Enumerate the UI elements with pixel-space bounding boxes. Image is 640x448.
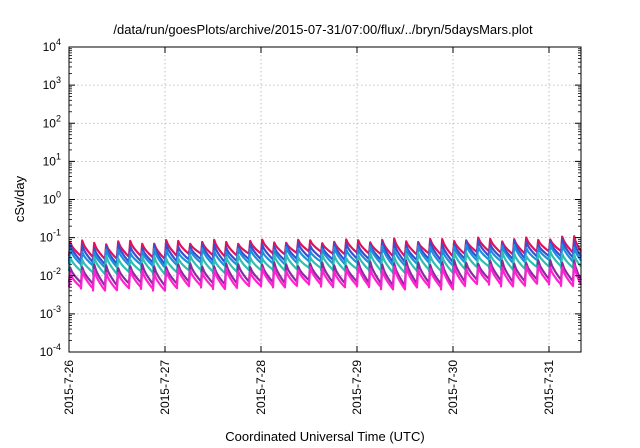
series-line: [67, 235, 582, 261]
x-axis-title: Coordinated Universal Time (UTC): [225, 429, 424, 444]
x-tick-label: 2015-7-27: [158, 360, 172, 415]
x-axis: 2015-7-26 2015-7-27 2015-7-28 2015-7-29 2015…: [62, 47, 556, 415]
y-tick-label: 104: [43, 37, 61, 54]
series-line: [67, 243, 582, 269]
x-tick-label: 2015-7-31: [542, 360, 556, 415]
y-tick-label: 100: [43, 190, 61, 207]
y-axis: 10-4 10-3 10-2 10-1 100 101 102 103 104: [40, 37, 581, 359]
y-tick-label: 10-2: [40, 266, 61, 283]
series-line: [67, 249, 582, 276]
y-axis-title: cSv/day: [12, 175, 27, 222]
series-layer: [67, 235, 582, 292]
y-tick-label: 10-1: [40, 228, 61, 245]
x-tick-label: 2015-7-26: [62, 360, 76, 415]
chart-title: /data/run/goesPlots/archive/2015-07-31/0…: [113, 22, 533, 37]
y-tick-label: 101: [43, 151, 61, 168]
series-line: [67, 259, 582, 287]
series-line: [67, 263, 582, 292]
grid: [69, 47, 581, 352]
x-tick-label: 2015-7-30: [446, 360, 460, 415]
y-tick-label: 103: [43, 75, 61, 92]
y-tick-label: 10-4: [40, 342, 61, 359]
x-tick-label: 2015-7-28: [254, 360, 268, 415]
x-tick-label: 2015-7-29: [350, 360, 364, 415]
y-tick-label: 10-3: [40, 304, 61, 321]
y-tick-label: 102: [43, 113, 61, 130]
